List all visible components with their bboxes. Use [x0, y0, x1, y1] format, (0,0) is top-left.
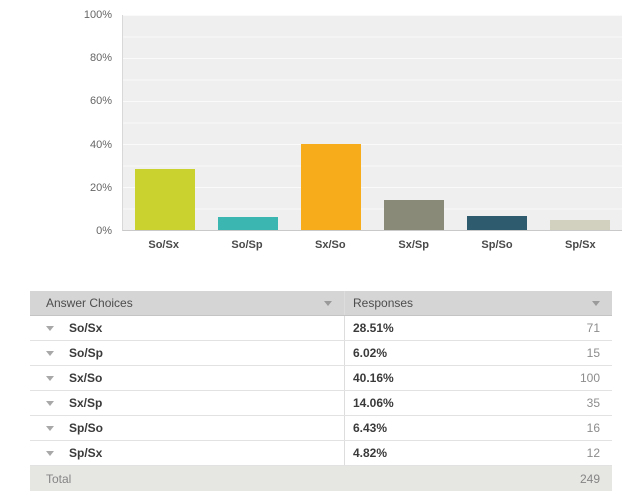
row-toggle-arrow-icon[interactable] — [46, 425, 54, 431]
table-row: Sx/Sp 14.06% 35 — [30, 391, 612, 416]
row-toggle-arrow-icon[interactable] — [46, 400, 54, 406]
response-count: 16 — [586, 421, 600, 435]
table-body: So/Sx 28.51% 71 So/Sp 6.02% 15 Sx/So 40.… — [30, 316, 612, 466]
y-axis-tick-label: 80% — [89, 52, 112, 65]
response-percent: 6.02% — [353, 346, 388, 360]
responses-header-label: Responses — [353, 296, 414, 310]
responses-header-cell[interactable]: Responses — [345, 291, 612, 315]
sort-arrow-icon[interactable] — [324, 300, 332, 306]
x-axis-category-label: Sp/So — [481, 239, 513, 251]
response-count: 71 — [586, 321, 600, 335]
bar-slot — [289, 15, 372, 230]
answer-choice-label: So/Sp — [69, 346, 104, 360]
x-axis-category-label: So/Sp — [231, 239, 263, 251]
bar-slot — [539, 15, 622, 230]
bar-slot — [206, 15, 289, 230]
y-axis-tick-label: 20% — [89, 181, 112, 194]
bar-slot — [456, 15, 539, 230]
table-row: So/Sp 6.02% 15 — [30, 341, 612, 366]
sort-arrow-icon[interactable] — [592, 300, 600, 306]
results-table: Answer Choices Responses So/Sx 28.51% 71… — [30, 291, 612, 491]
answer-choice-label: So/Sx — [69, 321, 103, 335]
total-label: Total — [46, 471, 72, 486]
answer-choice-label: Sx/So — [69, 371, 103, 385]
table-row: Sp/Sx 4.82% 12 — [30, 441, 612, 466]
table-row: Sx/So 40.16% 100 — [30, 366, 612, 391]
answer-choices-header-cell[interactable]: Answer Choices — [30, 291, 345, 315]
total-count: 249 — [579, 471, 600, 486]
response-percent: 14.06% — [353, 396, 394, 410]
y-axis-tick-label: 0% — [96, 224, 112, 237]
answer-choice-cell: Sx/So — [30, 366, 345, 390]
answer-choice-label: Sx/Sp — [69, 396, 103, 410]
row-toggle-arrow-icon[interactable] — [46, 450, 54, 456]
response-cell: 28.51% 71 — [345, 316, 612, 340]
answer-choice-label: Sp/Sx — [69, 446, 103, 460]
response-percent: 40.16% — [353, 371, 394, 385]
y-axis-tick-label: 60% — [89, 95, 112, 108]
response-cell: 6.43% 16 — [345, 416, 612, 440]
y-axis-tick-label: 100% — [83, 9, 112, 21]
bar-chart: 100% 80% 60% 40% 20% 0% So/Sx So/Sp Sx/So Sx/Sp S… — [0, 9, 622, 251]
response-percent: 4.82% — [353, 446, 388, 460]
bar-so-sx — [134, 168, 195, 230]
x-axis-category-label: So/Sx — [148, 239, 179, 251]
response-count: 12 — [586, 446, 600, 460]
bar-slot — [373, 15, 456, 230]
bar-sp-so — [467, 216, 528, 230]
bar-sx-so — [300, 143, 361, 230]
table-row: Sp/So 6.43% 16 — [30, 416, 612, 441]
bar-sx-sp — [384, 199, 445, 230]
y-axis: 100% 80% 60% 40% 20% 0% — [0, 9, 112, 237]
bar-sp-sx — [550, 219, 611, 230]
x-axis-category-label: Sx/Sp — [398, 239, 429, 251]
answer-choice-cell: Sp/So — [30, 416, 345, 440]
answer-choice-cell: Sp/Sx — [30, 441, 345, 465]
y-axis-tick-label: 40% — [89, 138, 112, 151]
response-cell: 6.02% 15 — [345, 341, 612, 365]
bar-slot — [123, 15, 206, 230]
row-toggle-arrow-icon[interactable] — [46, 350, 54, 356]
x-axis-category-label: Sx/So — [315, 239, 346, 251]
table-row: So/Sx 28.51% 71 — [30, 316, 612, 341]
response-percent: 6.43% — [353, 421, 388, 435]
plot-area — [122, 15, 622, 231]
response-cell: 40.16% 100 — [345, 366, 612, 390]
answer-choice-cell: Sx/Sp — [30, 391, 345, 415]
answer-choices-header-label: Answer Choices — [46, 296, 133, 310]
response-cell: 14.06% 35 — [345, 391, 612, 415]
answer-choice-cell: So/Sx — [30, 316, 345, 340]
answer-choice-cell: So/Sp — [30, 341, 345, 365]
bars-container — [123, 15, 622, 230]
table-header-row: Answer Choices Responses — [30, 291, 612, 316]
row-toggle-arrow-icon[interactable] — [46, 375, 54, 381]
response-count: 15 — [586, 346, 600, 360]
response-count: 35 — [586, 396, 600, 410]
answer-choice-label: Sp/So — [69, 421, 104, 435]
x-axis-category-label: Sp/Sx — [565, 239, 596, 251]
total-row: Total 249 — [30, 466, 612, 491]
response-percent: 28.51% — [353, 321, 394, 335]
bar-so-sp — [217, 217, 278, 230]
x-axis: So/Sx So/Sp Sx/So Sx/Sp Sp/So Sp/Sx — [122, 239, 622, 251]
response-cell: 4.82% 12 — [345, 441, 612, 465]
row-toggle-arrow-icon[interactable] — [46, 325, 54, 331]
response-count: 100 — [579, 371, 600, 385]
